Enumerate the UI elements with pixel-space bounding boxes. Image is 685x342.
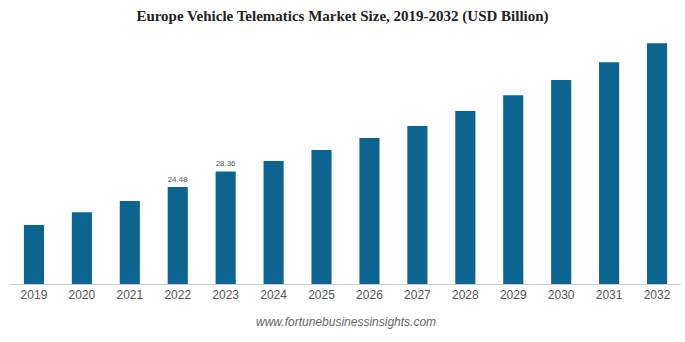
svg-text:2032: 2032	[644, 288, 671, 302]
svg-text:2026: 2026	[356, 288, 383, 302]
svg-text:2020: 2020	[69, 288, 96, 302]
svg-text:2027: 2027	[404, 288, 431, 302]
svg-text:2019: 2019	[21, 288, 48, 302]
svg-text:28.36: 28.36	[216, 159, 236, 168]
svg-text:2022: 2022	[164, 288, 191, 302]
svg-text:2029: 2029	[500, 288, 527, 302]
svg-text:2024: 2024	[260, 288, 287, 302]
svg-text:2030: 2030	[548, 288, 575, 302]
svg-text:www.fortunebusinessinsights.co: www.fortunebusinessinsights.com	[256, 315, 436, 329]
svg-text:24.48: 24.48	[168, 175, 188, 184]
svg-text:2028: 2028	[452, 288, 479, 302]
svg-text:2031: 2031	[596, 288, 623, 302]
svg-text:2025: 2025	[308, 288, 335, 302]
svg-text:2023: 2023	[212, 288, 239, 302]
svg-text:Europe Vehicle Telematics Mark: Europe Vehicle Telematics Market Size, 2…	[136, 8, 548, 25]
svg-text:2021: 2021	[116, 288, 143, 302]
